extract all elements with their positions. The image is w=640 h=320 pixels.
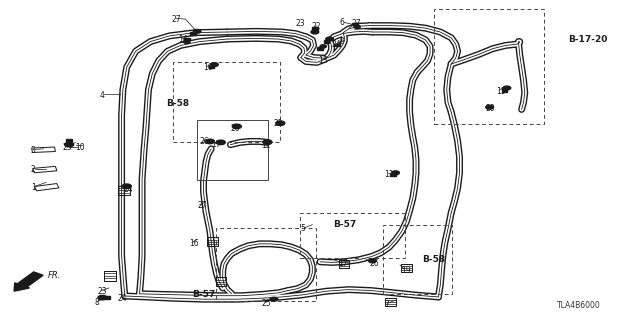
Bar bbox=[209, 66, 214, 68]
Text: 20: 20 bbox=[230, 124, 240, 133]
Bar bbox=[317, 47, 323, 50]
Text: 5: 5 bbox=[301, 224, 306, 233]
Circle shape bbox=[98, 295, 107, 300]
Text: B-57: B-57 bbox=[192, 290, 215, 299]
Circle shape bbox=[369, 259, 376, 263]
Bar bbox=[383, 225, 452, 294]
Text: 4: 4 bbox=[99, 92, 104, 100]
Text: 20: 20 bbox=[485, 104, 495, 113]
Circle shape bbox=[122, 184, 131, 188]
Text: B-58: B-58 bbox=[166, 99, 189, 108]
Text: 16: 16 bbox=[204, 63, 213, 72]
Text: B-17-20: B-17-20 bbox=[568, 35, 607, 44]
Bar bbox=[173, 62, 280, 142]
Circle shape bbox=[320, 45, 326, 48]
Text: 19: 19 bbox=[401, 266, 411, 275]
Circle shape bbox=[392, 171, 399, 175]
Text: TLA4B6000: TLA4B6000 bbox=[557, 301, 600, 310]
Bar bbox=[434, 9, 544, 124]
Text: 8: 8 bbox=[95, 298, 99, 307]
Bar bbox=[502, 89, 507, 92]
Text: 17: 17 bbox=[211, 140, 221, 149]
Bar bbox=[401, 264, 412, 272]
Bar bbox=[324, 40, 330, 43]
Text: 22: 22 bbox=[312, 22, 321, 31]
Circle shape bbox=[503, 86, 511, 90]
Circle shape bbox=[276, 121, 285, 125]
Bar bbox=[385, 298, 396, 307]
Bar bbox=[335, 44, 340, 46]
Text: 27: 27 bbox=[197, 201, 207, 210]
Text: B-58: B-58 bbox=[422, 255, 445, 264]
Circle shape bbox=[232, 124, 241, 129]
Text: 13: 13 bbox=[318, 56, 328, 65]
Bar bbox=[300, 213, 405, 258]
Text: 7: 7 bbox=[384, 300, 389, 309]
Text: 11: 11 bbox=[384, 170, 394, 179]
Text: 17: 17 bbox=[338, 260, 348, 268]
Text: 24: 24 bbox=[332, 40, 341, 49]
Text: 24: 24 bbox=[117, 294, 127, 303]
Circle shape bbox=[205, 139, 214, 144]
Circle shape bbox=[263, 140, 272, 144]
Bar bbox=[216, 228, 316, 301]
Bar bbox=[216, 277, 226, 286]
FancyArrow shape bbox=[14, 272, 43, 291]
Circle shape bbox=[65, 142, 74, 147]
Text: 23: 23 bbox=[98, 287, 108, 296]
Text: B-57: B-57 bbox=[333, 220, 356, 229]
Text: 14: 14 bbox=[178, 35, 188, 44]
Bar bbox=[390, 174, 396, 176]
Text: 24: 24 bbox=[124, 185, 133, 194]
Circle shape bbox=[486, 105, 493, 109]
Text: 26: 26 bbox=[200, 137, 209, 146]
Bar bbox=[105, 296, 111, 299]
Bar bbox=[191, 32, 196, 35]
Circle shape bbox=[184, 40, 190, 44]
Text: 3: 3 bbox=[31, 146, 36, 155]
Text: 26: 26 bbox=[370, 259, 380, 268]
Text: 16: 16 bbox=[189, 239, 198, 248]
Circle shape bbox=[211, 63, 218, 67]
Text: FR.: FR. bbox=[48, 271, 61, 280]
Circle shape bbox=[270, 297, 278, 301]
Text: 23: 23 bbox=[296, 19, 305, 28]
Text: 6: 6 bbox=[339, 18, 344, 27]
Bar bbox=[104, 271, 116, 281]
Text: 23: 23 bbox=[63, 143, 72, 152]
Bar bbox=[184, 37, 189, 40]
Text: 12: 12 bbox=[261, 141, 271, 150]
Text: 15: 15 bbox=[496, 87, 506, 96]
Text: 25: 25 bbox=[261, 299, 271, 308]
Circle shape bbox=[216, 140, 225, 145]
Circle shape bbox=[311, 30, 319, 34]
Bar bbox=[197, 120, 268, 180]
Text: 9: 9 bbox=[339, 37, 344, 46]
Text: 27: 27 bbox=[172, 15, 181, 24]
Circle shape bbox=[326, 37, 333, 41]
Text: 21: 21 bbox=[274, 119, 284, 128]
Text: 1: 1 bbox=[31, 183, 35, 192]
Bar bbox=[67, 139, 72, 142]
Text: 2: 2 bbox=[31, 165, 35, 174]
Bar bbox=[353, 22, 358, 25]
Circle shape bbox=[193, 29, 201, 33]
Circle shape bbox=[354, 25, 360, 28]
Bar bbox=[207, 237, 218, 246]
Bar bbox=[118, 186, 130, 195]
Text: 27: 27 bbox=[352, 19, 362, 28]
Text: 10: 10 bbox=[76, 143, 85, 152]
Bar bbox=[312, 27, 318, 30]
Bar bbox=[339, 260, 349, 268]
